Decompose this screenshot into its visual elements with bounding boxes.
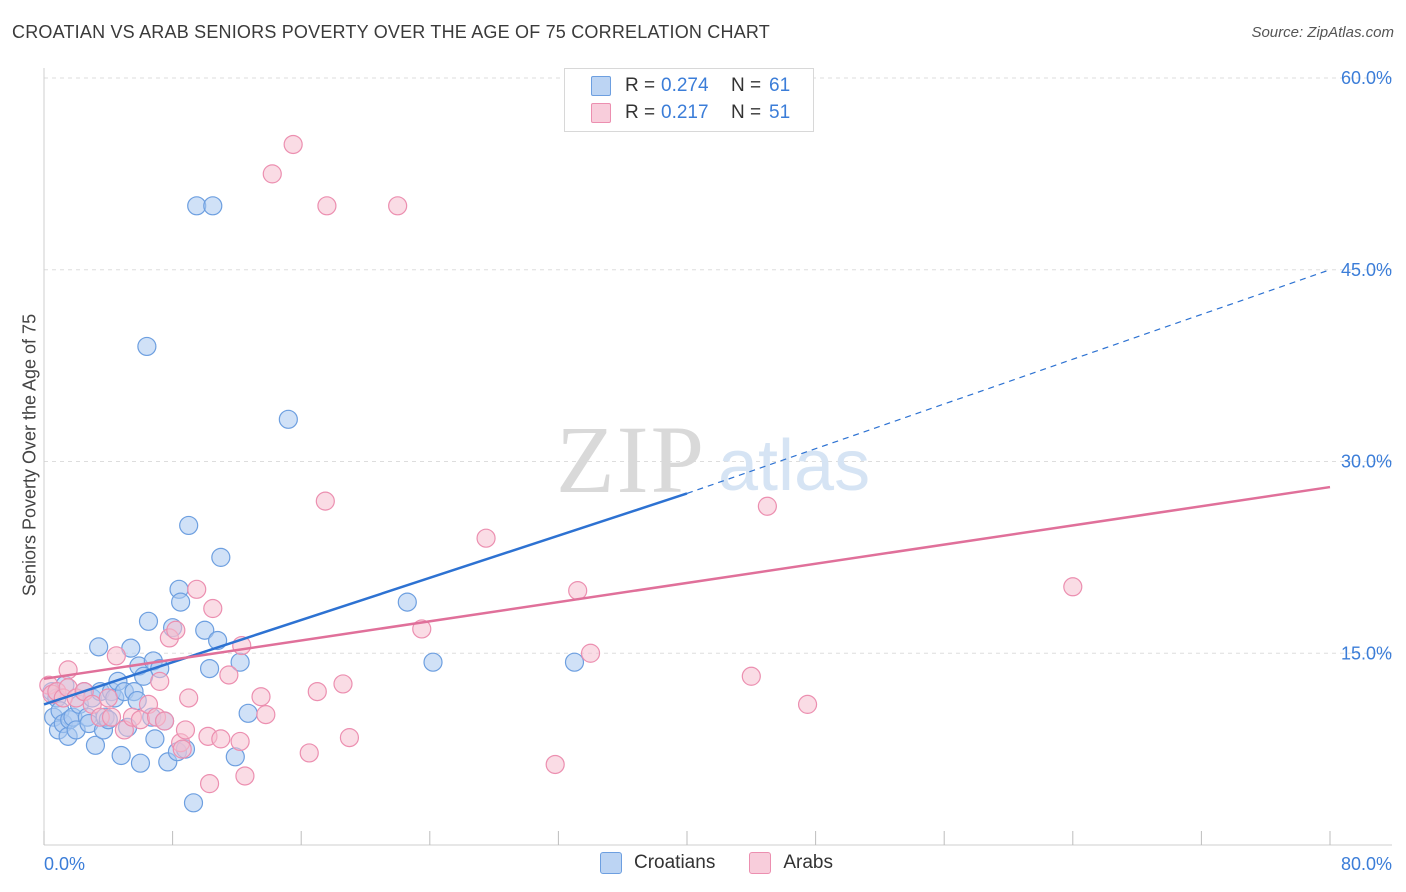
- croatian-point: [199, 658, 220, 679]
- grid-layer: [44, 77, 1392, 654]
- croatian-point: [179, 515, 199, 536]
- labels-layer: 15.0% 30.0% 45.0% 60.0% 0.0% 80.0%: [44, 68, 1392, 874]
- croatian-trend-extension: [686, 269, 1331, 495]
- arab-point: [412, 619, 432, 639]
- watermark-zip: ZIP: [556, 406, 706, 513]
- legend-n-value: 51: [769, 102, 791, 123]
- y-tick-label: 30.0%: [1341, 452, 1392, 472]
- legend-swatch-arabs: [749, 852, 772, 874]
- arab-point: [98, 688, 118, 708]
- croatian-point: [138, 611, 159, 631]
- y-axis-label: Seniors Poverty Over the Age of 75: [19, 313, 40, 597]
- legend-r-label: R =: [625, 75, 656, 96]
- y-tick-label: 60.0%: [1341, 68, 1392, 88]
- arab-point: [175, 720, 196, 740]
- croatian-point: [145, 729, 165, 749]
- legend-item-croatians: Croatians: [600, 852, 715, 874]
- arab-point: [315, 491, 335, 511]
- croatian-point: [195, 620, 215, 640]
- arab-point: [333, 674, 353, 694]
- legend-label-arabs: Arabs: [783, 852, 833, 873]
- legend-n-label: N =: [731, 75, 762, 96]
- arab-point: [101, 707, 122, 727]
- x-tick-label-max: 80.0%: [1341, 854, 1392, 874]
- series-legend: Croatians Arabs: [600, 852, 867, 874]
- arab-point: [568, 581, 588, 601]
- croatian-point: [278, 409, 298, 429]
- arab-point: [388, 196, 408, 216]
- croatian-point: [238, 703, 258, 723]
- arab-point: [299, 743, 319, 763]
- arab-point: [317, 196, 337, 216]
- legend-swatch-blue: [591, 76, 611, 96]
- watermark: ZIP atlas: [556, 406, 870, 513]
- arab-point: [307, 681, 327, 702]
- arab-point: [757, 496, 777, 516]
- legend-row-arabs: R = 0.217 N = 51: [591, 100, 790, 126]
- chart-title: CROATIAN VS ARAB SENIORS POVERTY OVER TH…: [12, 22, 770, 42]
- arab-point: [172, 739, 192, 759]
- arab-point: [166, 620, 186, 640]
- points-layer: [39, 134, 1083, 813]
- arab-point: [211, 729, 231, 749]
- arab-point: [1063, 577, 1083, 597]
- legend-r-value: 0.274: [661, 75, 709, 96]
- arab-point: [580, 643, 601, 663]
- arab-point: [262, 164, 282, 184]
- arab-point: [476, 528, 496, 548]
- arab-point: [797, 694, 818, 714]
- y-tick-label: 15.0%: [1341, 643, 1392, 663]
- arab-point: [154, 711, 175, 731]
- legend-row-croatians: R = 0.274 N = 61: [591, 73, 790, 99]
- croatian-point: [203, 196, 223, 216]
- arab-point: [230, 731, 250, 752]
- y-tick-label: 45.0%: [1341, 260, 1392, 280]
- legend-swatch-pink: [591, 103, 611, 123]
- legend-item-arabs: Arabs: [749, 852, 833, 874]
- arab-point: [150, 671, 170, 691]
- arab-point: [106, 646, 126, 666]
- croatian-point: [85, 735, 106, 755]
- arab-point: [256, 705, 276, 725]
- arab-point: [545, 754, 565, 775]
- watermark-atlas: atlas: [718, 426, 870, 506]
- croatian-point: [137, 336, 157, 357]
- croatian-point: [111, 745, 131, 766]
- legend-label-croatians: Croatians: [634, 852, 716, 873]
- croatian-point: [423, 652, 443, 672]
- trend-layer: [43, 269, 1331, 706]
- arab-point: [741, 666, 761, 686]
- arab-point: [251, 687, 271, 707]
- croatian-point: [211, 547, 231, 567]
- arab-point: [199, 774, 220, 794]
- correlation-legend: R = 0.274 N = 61 R = 0.217 N = 51: [564, 68, 814, 132]
- legend-n-value: 61: [769, 75, 791, 96]
- arab-trend-line: [43, 485, 1331, 681]
- croatian-point: [89, 637, 109, 657]
- legend-r-label: R =: [625, 102, 656, 123]
- arab-point: [179, 688, 199, 708]
- croatian-trend-line: [43, 492, 688, 706]
- croatian-point: [171, 592, 191, 612]
- legend-n-label: N =: [731, 102, 762, 123]
- source-label: Source: ZipAtlas.com: [1251, 24, 1394, 41]
- arab-point: [219, 665, 239, 685]
- arab-point: [339, 728, 360, 748]
- arab-point: [283, 134, 303, 155]
- croatian-point: [130, 753, 151, 773]
- arab-point: [203, 598, 223, 619]
- croatian-point: [187, 196, 207, 216]
- legend-r-value: 0.217: [661, 102, 709, 123]
- croatian-point: [397, 592, 417, 612]
- croatian-point: [183, 793, 204, 813]
- legend-swatch-croatians: [600, 852, 622, 874]
- croatian-point: [564, 652, 585, 672]
- x-tick-label-min: 0.0%: [44, 854, 85, 874]
- axes-layer: [43, 68, 1392, 846]
- arab-point: [235, 766, 255, 786]
- arab-point: [187, 579, 207, 599]
